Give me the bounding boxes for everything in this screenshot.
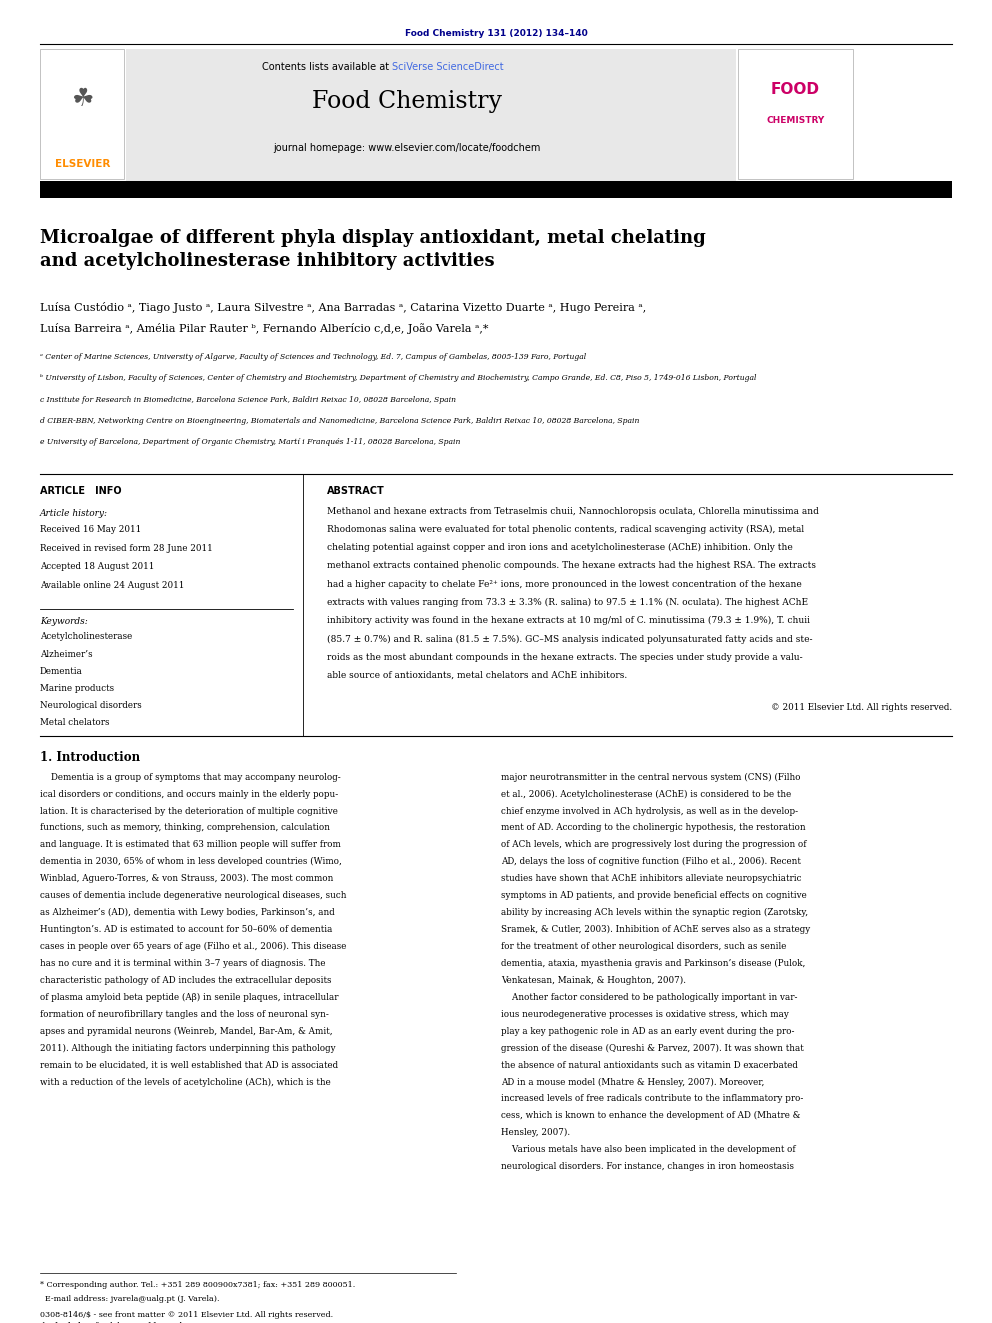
- FancyBboxPatch shape: [126, 49, 736, 181]
- Text: has no cure and it is terminal within 3–7 years of diagnosis. The: has no cure and it is terminal within 3–…: [40, 959, 325, 968]
- Text: dementia, ataxia, myasthenia gravis and Parkinson’s disease (Pulok,: dementia, ataxia, myasthenia gravis and …: [501, 959, 806, 968]
- Text: e University of Barcelona, Department of Organic Chemistry, Martí i Franqués 1-1: e University of Barcelona, Department of…: [40, 438, 460, 446]
- Text: methanol extracts contained phenolic compounds. The hexane extracts had the high: methanol extracts contained phenolic com…: [327, 561, 816, 570]
- Text: 1. Introduction: 1. Introduction: [40, 751, 140, 765]
- Text: Hensley, 2007).: Hensley, 2007).: [501, 1129, 570, 1138]
- Text: © 2011 Elsevier Ltd. All rights reserved.: © 2011 Elsevier Ltd. All rights reserved…: [771, 703, 952, 712]
- Text: Rhodomonas salina were evaluated for total phenolic contents, radical scavenging: Rhodomonas salina were evaluated for tot…: [327, 525, 805, 534]
- Text: Venkatesan, Mainak, & Houghton, 2007).: Venkatesan, Mainak, & Houghton, 2007).: [501, 976, 685, 984]
- Text: of ACh levels, which are progressively lost during the progression of: of ACh levels, which are progressively l…: [501, 840, 806, 849]
- FancyBboxPatch shape: [738, 49, 853, 179]
- Text: lation. It is characterised by the deterioration of multiple cognitive: lation. It is characterised by the deter…: [40, 807, 337, 815]
- Text: play a key pathogenic role in AD as an early event during the pro-: play a key pathogenic role in AD as an e…: [501, 1027, 795, 1036]
- Text: Received in revised form 28 June 2011: Received in revised form 28 June 2011: [40, 544, 212, 553]
- Text: Food Chemistry 131 (2012) 134–140: Food Chemistry 131 (2012) 134–140: [405, 29, 587, 38]
- Text: ᵇ University of Lisbon, Faculty of Sciences, Center of Chemistry and Biochemistr: ᵇ University of Lisbon, Faculty of Scien…: [40, 374, 756, 382]
- Text: journal homepage: www.elsevier.com/locate/foodchem: journal homepage: www.elsevier.com/locat…: [273, 143, 541, 153]
- Text: AD in a mouse model (Mhatre & Hensley, 2007). Moreover,: AD in a mouse model (Mhatre & Hensley, 2…: [501, 1077, 764, 1086]
- Text: Another factor considered to be pathologically important in var-: Another factor considered to be patholog…: [501, 992, 798, 1002]
- Text: Methanol and hexane extracts from Tetraselmis chuii, Nannochloropsis oculata, Ch: Methanol and hexane extracts from Tetras…: [327, 507, 819, 516]
- Text: Acetylcholinesterase: Acetylcholinesterase: [40, 632, 132, 642]
- Text: symptoms in AD patients, and provide beneficial effects on cognitive: symptoms in AD patients, and provide ben…: [501, 892, 806, 900]
- Text: apses and pyramidal neurons (Weinreb, Mandel, Bar-Am, & Amit,: apses and pyramidal neurons (Weinreb, Ma…: [40, 1027, 332, 1036]
- Text: Winblad, Aguero-Torres, & von Strauss, 2003). The most common: Winblad, Aguero-Torres, & von Strauss, 2…: [40, 875, 333, 884]
- Text: studies have shown that AChE inhibitors alleviate neuropsychiatric: studies have shown that AChE inhibitors …: [501, 875, 802, 884]
- Text: c Institute for Research in Biomedicine, Barcelona Science Park, Baldiri Reixac : c Institute for Research in Biomedicine,…: [40, 396, 455, 404]
- Text: Dementia is a group of symptoms that may accompany neurolog-: Dementia is a group of symptoms that may…: [40, 773, 340, 782]
- Text: FOOD: FOOD: [771, 82, 820, 97]
- Text: Microalgae of different phyla display antioxidant, metal chelating
and acetylcho: Microalgae of different phyla display an…: [40, 229, 705, 270]
- Text: Metal chelators: Metal chelators: [40, 718, 109, 728]
- Text: ᵃ Center of Marine Sciences, University of Algarve, Faculty of Sciences and Tech: ᵃ Center of Marine Sciences, University …: [40, 353, 586, 361]
- Text: Huntington’s. AD is estimated to account for 50–60% of dementia: Huntington’s. AD is estimated to account…: [40, 925, 332, 934]
- Text: characteristic pathology of AD includes the extracellular deposits: characteristic pathology of AD includes …: [40, 976, 331, 984]
- Text: the absence of natural antioxidants such as vitamin D exacerbated: the absence of natural antioxidants such…: [501, 1061, 798, 1069]
- Text: AD, delays the loss of cognitive function (Filho et al., 2006). Recent: AD, delays the loss of cognitive functio…: [501, 857, 801, 867]
- Text: Keywords:: Keywords:: [40, 617, 87, 626]
- Text: with a reduction of the levels of acetylcholine (ACh), which is the: with a reduction of the levels of acetyl…: [40, 1077, 330, 1086]
- Text: remain to be elucidated, it is well established that AD is associated: remain to be elucidated, it is well esta…: [40, 1061, 338, 1069]
- Text: as Alzheimer’s (AD), dementia with Lewy bodies, Parkinson’s, and: as Alzheimer’s (AD), dementia with Lewy …: [40, 908, 334, 917]
- Text: able source of antioxidants, metal chelators and AChE inhibitors.: able source of antioxidants, metal chela…: [327, 671, 628, 680]
- Text: ment of AD. According to the cholinergic hypothesis, the restoration: ment of AD. According to the cholinergic…: [501, 823, 806, 832]
- Text: inhibitory activity was found in the hexane extracts at 10 mg/ml of C. minutissi: inhibitory activity was found in the hex…: [327, 617, 810, 626]
- Text: increased levels of free radicals contribute to the inflammatory pro-: increased levels of free radicals contri…: [501, 1094, 804, 1103]
- Text: SciVerse ScienceDirect: SciVerse ScienceDirect: [392, 62, 504, 73]
- Text: Contents lists available at: Contents lists available at: [262, 62, 392, 73]
- Text: d CIBER-BBN, Networking Centre on Bioengineering, Biomaterials and Nanomedicine,: d CIBER-BBN, Networking Centre on Bioeng…: [40, 417, 639, 425]
- Text: gression of the disease (Qureshi & Parvez, 2007). It was shown that: gression of the disease (Qureshi & Parve…: [501, 1044, 804, 1053]
- Text: of plasma amyloid beta peptide (Aβ) in senile plaques, intracellular: of plasma amyloid beta peptide (Aβ) in s…: [40, 992, 338, 1002]
- Text: Received 16 May 2011: Received 16 May 2011: [40, 525, 141, 534]
- FancyBboxPatch shape: [40, 181, 952, 198]
- Text: Neurological disorders: Neurological disorders: [40, 701, 142, 710]
- Text: Sramek, & Cutler, 2003). Inhibition of AChE serves also as a strategy: Sramek, & Cutler, 2003). Inhibition of A…: [501, 925, 810, 934]
- Text: Marine products: Marine products: [40, 684, 114, 693]
- Text: et al., 2006). Acetylcholinesterase (AChE) is considered to be the: et al., 2006). Acetylcholinesterase (ACh…: [501, 790, 792, 799]
- Text: Alzheimer’s: Alzheimer’s: [40, 650, 92, 659]
- Text: E-mail address: jvarela@ualg.pt (J. Varela).: E-mail address: jvarela@ualg.pt (J. Vare…: [40, 1295, 219, 1303]
- Text: CHEMISTRY: CHEMISTRY: [767, 116, 824, 126]
- Text: ical disorders or conditions, and occurs mainly in the elderly popu-: ical disorders or conditions, and occurs…: [40, 790, 338, 799]
- Text: cases in people over 65 years of age (Filho et al., 2006). This disease: cases in people over 65 years of age (Fi…: [40, 942, 346, 951]
- Text: cess, which is known to enhance the development of AD (Mhatre &: cess, which is known to enhance the deve…: [501, 1111, 801, 1121]
- Text: Dementia: Dementia: [40, 667, 82, 676]
- Text: neurological disorders. For instance, changes in iron homeostasis: neurological disorders. For instance, ch…: [501, 1162, 794, 1171]
- Text: had a higher capacity to chelate Fe²⁺ ions, more pronounced in the lowest concen: had a higher capacity to chelate Fe²⁺ io…: [327, 579, 803, 589]
- Text: ELSEVIER: ELSEVIER: [55, 159, 110, 169]
- Text: Luísa Barreira ᵃ, Amélia Pilar Rauter ᵇ, Fernando Alberício c,d,e, João Varela ᵃ: Luísa Barreira ᵃ, Amélia Pilar Rauter ᵇ,…: [40, 323, 488, 333]
- Text: ious neurodegenerative processes is oxidative stress, which may: ious neurodegenerative processes is oxid…: [501, 1009, 789, 1019]
- Text: Accepted 18 August 2011: Accepted 18 August 2011: [40, 562, 154, 572]
- Text: 0308-8146/$ - see front matter © 2011 Elsevier Ltd. All rights reserved.: 0308-8146/$ - see front matter © 2011 El…: [40, 1311, 332, 1319]
- Text: Various metals have also been implicated in the development of: Various metals have also been implicated…: [501, 1146, 796, 1154]
- Text: Available online 24 August 2011: Available online 24 August 2011: [40, 581, 185, 590]
- Text: ability by increasing ACh levels within the synaptic region (Zarotsky,: ability by increasing ACh levels within …: [501, 908, 808, 917]
- Text: formation of neurofibrillary tangles and the loss of neuronal syn-: formation of neurofibrillary tangles and…: [40, 1009, 328, 1019]
- Text: (85.7 ± 0.7%) and R. salina (81.5 ± 7.5%). GC–MS analysis indicated polyunsatura: (85.7 ± 0.7%) and R. salina (81.5 ± 7.5%…: [327, 635, 812, 643]
- Text: chelating potential against copper and iron ions and acetylcholinesterase (AChE): chelating potential against copper and i…: [327, 544, 794, 552]
- Text: Article history:: Article history:: [40, 509, 108, 519]
- Text: and language. It is estimated that 63 million people will suffer from: and language. It is estimated that 63 mi…: [40, 840, 340, 849]
- Text: chief enzyme involved in ACh hydrolysis, as well as in the develop-: chief enzyme involved in ACh hydrolysis,…: [501, 807, 799, 815]
- Text: Luísa Custódio ᵃ, Tiago Justo ᵃ, Laura Silvestre ᵃ, Ana Barradas ᵃ, Catarina Viz: Luísa Custódio ᵃ, Tiago Justo ᵃ, Laura S…: [40, 302, 646, 312]
- Text: doi:10.1016/j.foodchem.2011.08.047: doi:10.1016/j.foodchem.2011.08.047: [40, 1322, 188, 1323]
- Text: ☘: ☘: [71, 87, 93, 111]
- Text: ABSTRACT: ABSTRACT: [327, 486, 385, 496]
- Text: 2011). Although the initiating factors underpinning this pathology: 2011). Although the initiating factors u…: [40, 1044, 335, 1053]
- Text: for the treatment of other neurological disorders, such as senile: for the treatment of other neurological …: [501, 942, 787, 951]
- Text: functions, such as memory, thinking, comprehension, calculation: functions, such as memory, thinking, com…: [40, 823, 329, 832]
- Text: dementia in 2030, 65% of whom in less developed countries (Wimo,: dementia in 2030, 65% of whom in less de…: [40, 857, 341, 867]
- Text: major neurotransmitter in the central nervous system (CNS) (Filho: major neurotransmitter in the central ne…: [501, 773, 801, 782]
- Text: Food Chemistry: Food Chemistry: [311, 90, 502, 112]
- Text: ARTICLE   INFO: ARTICLE INFO: [40, 486, 121, 496]
- Text: extracts with values ranging from 73.3 ± 3.3% (R. salina) to 97.5 ± 1.1% (N. ocu: extracts with values ranging from 73.3 ±…: [327, 598, 808, 607]
- Text: * Corresponding author. Tel.: +351 289 800900x7381; fax: +351 289 800051.: * Corresponding author. Tel.: +351 289 8…: [40, 1281, 355, 1289]
- Text: roids as the most abundant compounds in the hexane extracts. The species under s: roids as the most abundant compounds in …: [327, 652, 803, 662]
- FancyBboxPatch shape: [40, 49, 124, 179]
- Text: causes of dementia include degenerative neurological diseases, such: causes of dementia include degenerative …: [40, 892, 346, 900]
